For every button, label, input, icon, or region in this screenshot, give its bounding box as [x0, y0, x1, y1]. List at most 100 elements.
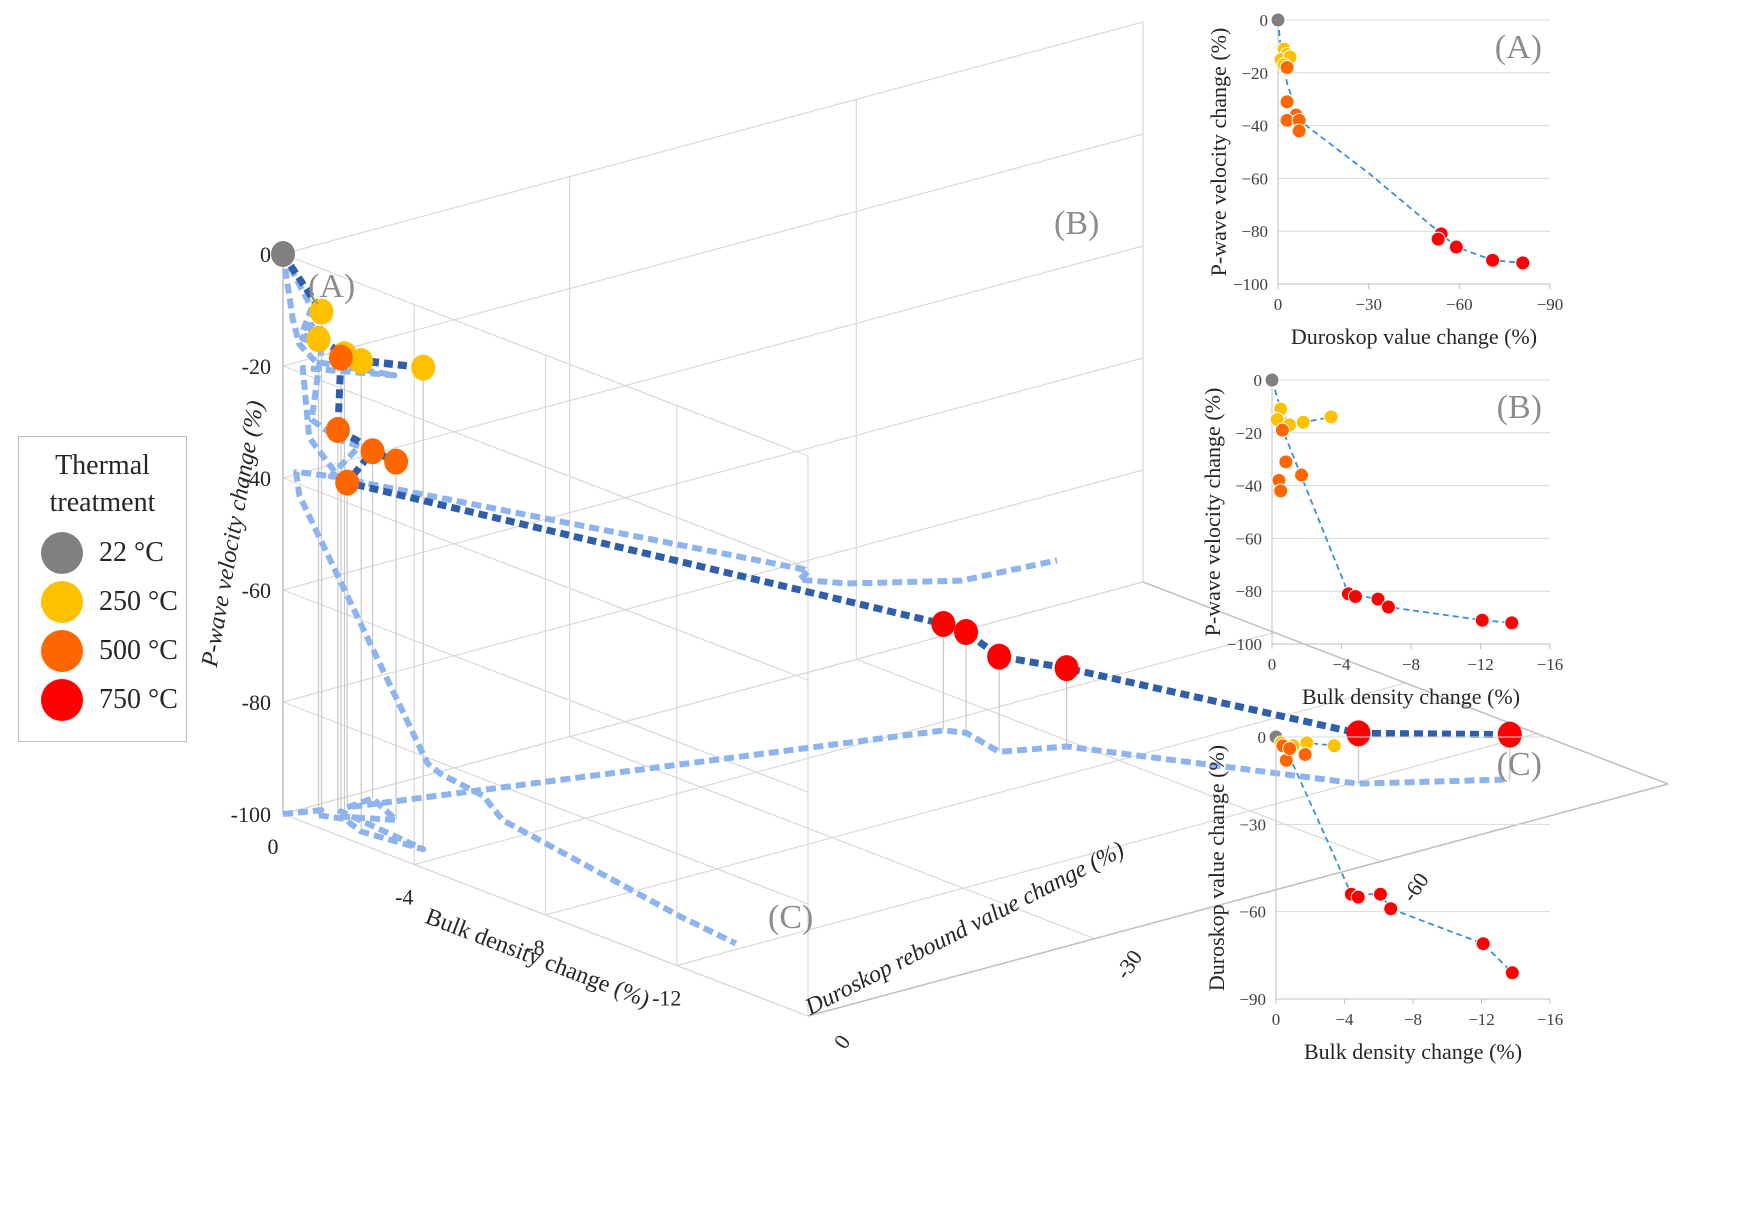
- point-3d-250-c: [349, 348, 374, 375]
- point-3d-750-c: [987, 643, 1012, 670]
- point-750-c: [1380, 599, 1396, 615]
- point-500-c: [1279, 60, 1295, 76]
- point-3d-250-c: [306, 326, 331, 353]
- grid-back-z: [282, 469, 1144, 703]
- tick-label-z: 0: [260, 242, 271, 267]
- point-250-c: [1323, 409, 1339, 425]
- x-axis-title: Bulk density change (%): [1302, 684, 1520, 709]
- point-250-c: [1295, 414, 1311, 430]
- legend-swatch-22c: [41, 532, 83, 574]
- x-tick-label: −4: [1332, 655, 1351, 674]
- y-tick-label: −20: [1235, 424, 1262, 443]
- y-axis-title: P-wave velocity change (%): [1206, 28, 1231, 277]
- legend-label-250c: 250 °C: [99, 586, 178, 617]
- point-750-c: [1474, 612, 1490, 628]
- point-750-c: [1504, 615, 1520, 631]
- point-3d-750-c: [954, 619, 979, 646]
- point-750-c: [1383, 901, 1399, 917]
- tick-label-x: -4: [395, 885, 413, 910]
- point-500-c: [1279, 94, 1295, 110]
- tick-label-x: -12: [652, 986, 681, 1011]
- x-tick-label: 0: [1268, 655, 1277, 674]
- x-tick-label: −8: [1402, 655, 1420, 674]
- y-tick-label: −60: [1241, 169, 1268, 188]
- grid-back-z: [282, 357, 1144, 591]
- tick-label-z: -60: [242, 578, 271, 603]
- point-750-c: [1515, 255, 1531, 271]
- point-500-c: [1274, 422, 1290, 438]
- trend-line-2: [1279, 424, 1512, 624]
- grid-back-z: [282, 21, 1144, 255]
- point-750-c: [1347, 588, 1363, 604]
- point-750-c: [1430, 231, 1446, 247]
- point-3d-500-c: [360, 438, 385, 465]
- grid-floor-x: [414, 631, 1275, 866]
- x-tick-label: −90: [1537, 295, 1564, 314]
- panel-label: (C): [1497, 746, 1542, 783]
- tick-label-z: -80: [242, 690, 271, 715]
- legend-item-250c: 250 °C: [41, 580, 178, 624]
- x-tick-label: −30: [1355, 295, 1382, 314]
- legend-label-750c: 750 °C: [99, 684, 178, 715]
- x-axis-title: Bulk density change (%): [1304, 1039, 1522, 1064]
- point-750-c: [1350, 889, 1366, 905]
- tick-label-z: -100: [231, 802, 271, 827]
- y-axis-title: Duroskop rebound value change (%): [800, 837, 1128, 1021]
- tick-label-z: -40: [242, 466, 271, 491]
- point-750-c: [1475, 936, 1491, 952]
- y-tick-label: 0: [1254, 371, 1263, 390]
- grid-floor-y: [282, 813, 809, 1017]
- point-500-c: [1278, 454, 1294, 470]
- legend-label-22c: 22 °C: [99, 537, 164, 568]
- legend-title-line1: Thermal: [55, 450, 150, 481]
- y-tick-label: −90: [1239, 990, 1266, 1009]
- y-tick-label: −60: [1235, 529, 1262, 548]
- y-tick-label: −100: [1227, 635, 1262, 654]
- frame-edge: [807, 783, 1669, 1017]
- trend-line: [1277, 19, 1523, 264]
- y-tick-label: −60: [1239, 903, 1266, 922]
- x-axis-title: Bulk density change (%): [422, 904, 653, 1014]
- legend-label-500c: 500 °C: [99, 635, 178, 666]
- x-tick-label: 0: [1274, 295, 1283, 314]
- legend-item-500c: 500 °C: [41, 629, 178, 673]
- point-3d-22-c: [271, 241, 295, 267]
- point-3d-750-c: [931, 610, 956, 637]
- z-axis-title: P-wave velocity change (%): [197, 399, 270, 670]
- projection-b-path: [280, 252, 1058, 587]
- y-axis-title: Duroskop value change (%): [1204, 745, 1229, 991]
- tick-label-z: -20: [242, 354, 271, 379]
- y-tick-label: −80: [1241, 222, 1268, 241]
- legend-swatch-250c: [41, 581, 83, 623]
- y-tick-label: −100: [1233, 275, 1268, 294]
- point-500-c: [1294, 467, 1310, 483]
- panel-label-c: (C): [768, 899, 813, 936]
- y-tick-label: 0: [1260, 11, 1269, 30]
- legend-title: Thermal treatment: [19, 447, 186, 521]
- point-750-c: [1372, 886, 1388, 902]
- x-tick-label: −16: [1537, 1010, 1564, 1029]
- frame-edge: [1142, 581, 1669, 785]
- grid-floor-x: [676, 732, 1537, 967]
- point-3d-500-c: [384, 448, 409, 475]
- point-3d-750-c: [1346, 720, 1371, 747]
- point-500-c: [1297, 746, 1313, 762]
- point-750-c: [1504, 965, 1520, 981]
- grid-floor-x: [545, 682, 1406, 916]
- point-500-c: [1282, 741, 1298, 757]
- small-chart-c: 0 −30 −60 −90 0 −4 −8 −12 −16 (C) Bulk density cha…: [1204, 728, 1563, 1064]
- point-500-c: [1291, 123, 1307, 139]
- tick-label-y: -60: [1397, 868, 1434, 906]
- legend-item-750c: 750 °C: [41, 678, 178, 722]
- y-tick-label: −30: [1239, 815, 1266, 834]
- tick-label-y: 0: [828, 1030, 855, 1053]
- legend-swatch-750c: [41, 679, 83, 721]
- y-tick-label: −40: [1235, 477, 1262, 496]
- legend: Thermal treatment 22 °C 250 °C 500 °C 75…: [18, 436, 187, 742]
- point-500-c: [1273, 483, 1289, 499]
- tick-label-x: -8: [526, 935, 544, 960]
- panel-label: (B): [1497, 389, 1542, 426]
- point-250-c: [1326, 738, 1342, 754]
